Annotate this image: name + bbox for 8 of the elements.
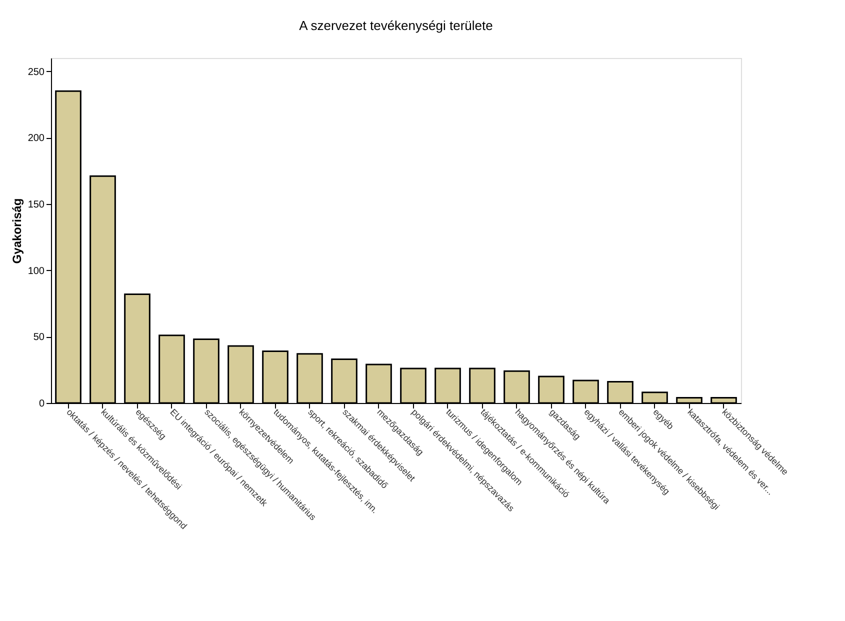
y-tick-label: 250 bbox=[28, 66, 45, 78]
y-tick-label: 200 bbox=[28, 133, 45, 144]
y-tick-label: 0 bbox=[38, 398, 45, 410]
y-tick-label: 50 bbox=[33, 332, 45, 344]
chart-title: A szervezet tevékenységi területe bbox=[299, 18, 493, 33]
y-axis-title: Gyakoriság bbox=[10, 198, 24, 264]
y-tick-label: 150 bbox=[28, 199, 45, 210]
y-tick-label: 100 bbox=[28, 266, 45, 277]
